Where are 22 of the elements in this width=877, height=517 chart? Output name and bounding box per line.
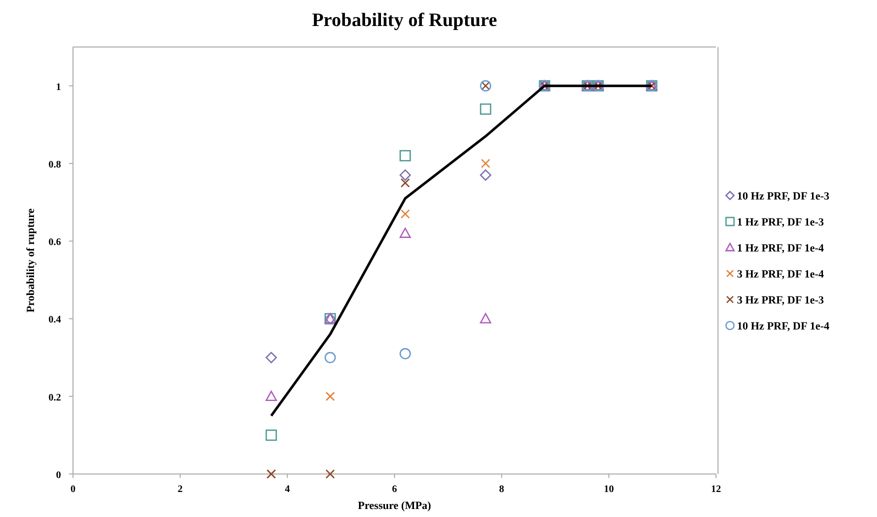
y-tick-label: 1 [56, 82, 61, 93]
x-tick-label: 0 [70, 484, 76, 495]
x-tick-label: 6 [392, 484, 397, 495]
y-axis-title: Probability of rupture [25, 208, 37, 313]
y-tick-label: 0.4 [48, 314, 61, 326]
x-tick-label: 8 [499, 484, 504, 495]
legend-label: 10 Hz PRF, DF 1e-3 [737, 190, 830, 202]
x-tick-label: 2 [178, 484, 183, 495]
x-tick-label: 10 [604, 484, 614, 495]
x-tick-label: 4 [284, 484, 290, 495]
chart-title: Probability of Rupture [312, 10, 498, 31]
y-tick-label: 0.2 [48, 392, 61, 404]
legend-label: 1 Hz PRF, DF 1e-3 [737, 216, 824, 228]
legend-label: 3 Hz PRF, DF 1e-4 [737, 268, 824, 280]
y-tick-label: 0 [56, 470, 61, 481]
x-tick-label: 12 [711, 484, 721, 495]
y-tick-label: 0.8 [48, 159, 61, 170]
x-axis-title: Pressure (MPa) [358, 500, 432, 512]
legend-label: 3 Hz PRF, DF 1e-3 [737, 294, 824, 306]
legend-label: 10 Hz PRF, DF 1e-4 [737, 320, 830, 332]
y-tick-label: 0.6 [48, 237, 61, 248]
legend-label: 1 Hz PRF, DF 1e-4 [737, 242, 824, 254]
